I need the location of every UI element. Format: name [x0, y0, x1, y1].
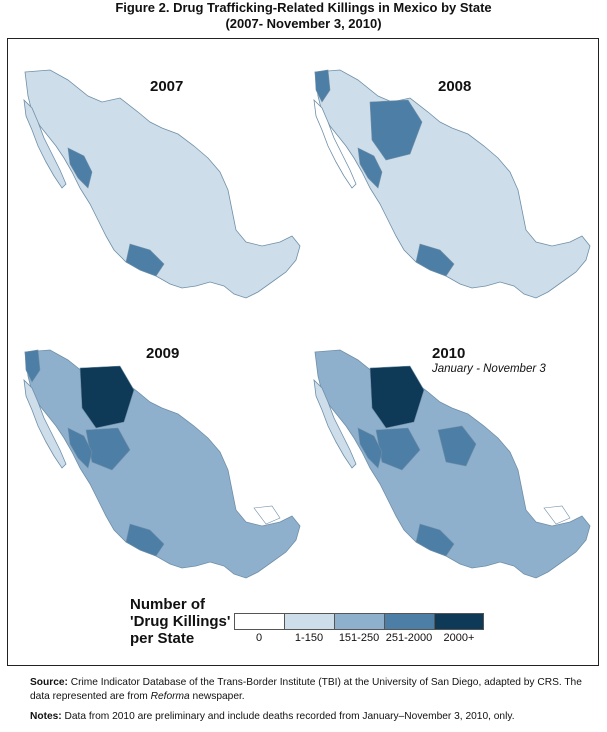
state-tamaulipas-2010: [437, 425, 477, 467]
source-note: Source: Crime Indicator Database of the …: [30, 676, 600, 704]
state-yucatan-2010: [543, 505, 571, 525]
state-guerrero-2008: [415, 243, 455, 277]
state-chihuahua: [369, 99, 423, 161]
state-guerrero-2009: [125, 523, 165, 557]
map-2010: [300, 330, 596, 615]
source-label: Source:: [30, 677, 68, 688]
notes-note: Notes: Data from 2010 are preliminary an…: [30, 710, 600, 724]
year-label-2009: 2009: [146, 345, 180, 362]
legend-color-bar: [234, 613, 484, 630]
state-baja-california-2009: [24, 349, 41, 383]
legend-swatch-3: [384, 613, 434, 630]
source-text: Crime Indicator Database of the Trans-Bo…: [30, 677, 582, 702]
legend-swatch-2: [334, 613, 384, 630]
state-sinaloa-2010: [357, 427, 383, 469]
year-label-2007: 2007: [150, 78, 184, 95]
legend-swatch-1: [284, 613, 334, 630]
legend-title: Number of 'Drug Killings' per State: [130, 596, 230, 647]
legend-title-line1: Number of: [130, 596, 205, 613]
legend-swatch-4: [434, 613, 484, 630]
subtitle-2010: January - November 3: [432, 363, 546, 375]
state-guerrero-2010: [415, 523, 455, 557]
mexico-map-2008: [313, 69, 591, 299]
state-sinaloa-2008: [357, 147, 383, 189]
year-label-2010: 2010: [432, 345, 466, 362]
legend-label-2: 151-250: [338, 632, 380, 644]
map-2009: [10, 330, 306, 615]
year-label-2008: 2008: [438, 78, 472, 95]
legend-label-1: 1-150: [294, 632, 324, 644]
state-baja-california: [314, 69, 331, 103]
notes-label: Notes:: [30, 711, 62, 722]
legend-label-0: 0: [255, 632, 263, 644]
legend-label-3: 251-2000: [385, 632, 433, 644]
state-yucatan-2009: [253, 505, 281, 525]
mexico-map-2010: [313, 349, 591, 579]
legend-labels: 0 1-150 151-250 251-2000 2000+: [234, 632, 484, 644]
figure-notes: Source: Crime Indicator Database of the …: [30, 676, 600, 730]
mexico-map-2009: [23, 349, 301, 579]
source-italic: Reforma: [150, 691, 190, 702]
state-sinaloa: [67, 147, 93, 189]
mexico-map-2007: [23, 69, 301, 299]
figure-title-line1: Figure 2. Drug Trafficking-Related Killi…: [115, 0, 492, 15]
figure-title: Figure 2. Drug Trafficking-Related Killi…: [0, 0, 607, 32]
map-2007: [10, 50, 306, 335]
legend-title-line2: 'Drug Killings': [130, 613, 231, 630]
state-guerrero: [125, 243, 165, 277]
map-2008: [300, 50, 596, 335]
state-chihuahua-2010: [369, 365, 425, 429]
legend-title-line3: per State: [130, 630, 195, 647]
source-end: newspaper.: [189, 691, 245, 702]
state-chihuahua-2009: [79, 365, 135, 429]
legend-label-4: 2000+: [443, 632, 475, 644]
notes-text: Data from 2010 are preliminary and inclu…: [61, 711, 515, 722]
legend-swatch-0: [234, 613, 284, 630]
state-sinaloa-2009: [67, 427, 93, 469]
figure-title-line2: (2007- November 3, 2010): [225, 16, 382, 31]
